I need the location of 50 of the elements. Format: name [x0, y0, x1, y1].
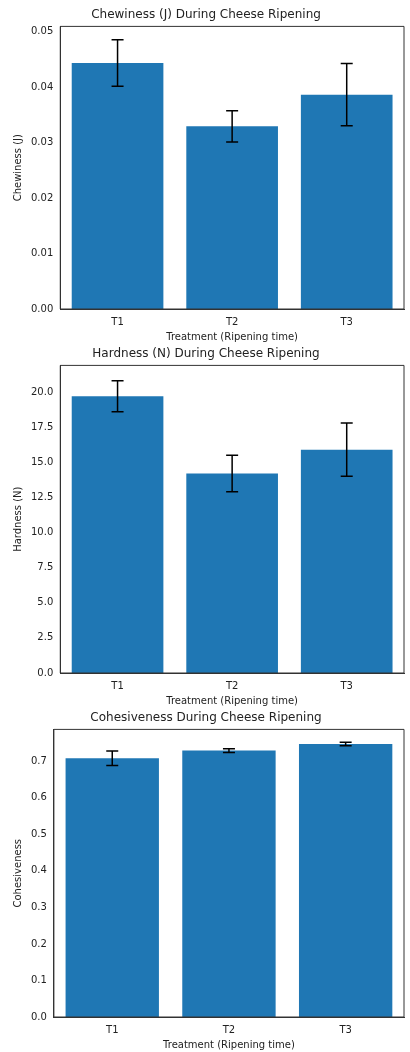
chart-title: Cohesiveness During Cheese Ripening [90, 710, 322, 725]
y-tick-label: 0.04 [31, 80, 54, 92]
y-axis-title: Chewiness (J) [11, 133, 23, 202]
chart-title: Hardness (N) During Cheese Ripening [92, 346, 320, 361]
y-tick-label: 0.6 [31, 791, 47, 803]
y-tick-label: 10.0 [31, 526, 54, 538]
y-axis-title: Hardness (N) [11, 486, 23, 552]
bar [298, 744, 393, 1017]
x-tick-label: T3 [339, 679, 353, 691]
y-tick-label: 20.0 [31, 385, 54, 397]
bar [65, 758, 159, 1017]
y-tick-label: 0.3 [31, 900, 47, 912]
x-tick-label: T1 [110, 315, 124, 327]
x-tick-label: T1 [110, 679, 124, 691]
y-tick-label: 12.5 [31, 491, 54, 503]
y-tick-label: 7.5 [37, 561, 54, 573]
y-tick-label: 0.0 [37, 666, 54, 678]
y-tick-label: 17.5 [31, 420, 54, 432]
bar [186, 126, 278, 309]
y-tick-label: 0.5 [31, 827, 47, 839]
bar [182, 750, 276, 1017]
x-tick-label: T2 [224, 679, 239, 691]
y-tick-label: 2.5 [37, 631, 54, 643]
x-tick-label: T2 [224, 315, 239, 327]
x-tick-label: T3 [339, 315, 353, 327]
y-tick-label: 0.00 [31, 302, 54, 314]
y-axis-title: Cohesiveness [11, 838, 23, 908]
bar [71, 396, 164, 673]
y-tick-label: 5.0 [37, 596, 54, 608]
y-tick-label: 0.03 [31, 136, 54, 148]
y-tick-label: 0.4 [31, 864, 47, 876]
x-tick-label: T2 [221, 1023, 236, 1035]
x-tick-label: T1 [105, 1023, 119, 1035]
x-axis-title: Treatment (Ripening time) [165, 330, 299, 342]
y-tick-label: 0.05 [31, 24, 54, 36]
y-tick-label: 15.0 [31, 455, 54, 467]
y-tick-label: 0.1 [31, 974, 47, 986]
y-tick-label: 0.02 [31, 191, 54, 203]
y-tick-label: 0.01 [31, 247, 54, 259]
x-tick-label: T3 [338, 1023, 352, 1035]
bar [300, 94, 393, 309]
x-axis-title: Treatment (Ripening time) [162, 1038, 295, 1050]
x-axis-title: Treatment (Ripening time) [165, 694, 299, 706]
y-tick-label: 0.0 [31, 1010, 47, 1022]
chart-title: Chewiness (J) During Cheese Ripening [91, 7, 321, 22]
bar [300, 449, 393, 673]
y-tick-label: 0.2 [31, 937, 47, 949]
y-tick-label: 0.7 [31, 754, 47, 766]
bar [186, 473, 278, 673]
bar [71, 63, 164, 309]
